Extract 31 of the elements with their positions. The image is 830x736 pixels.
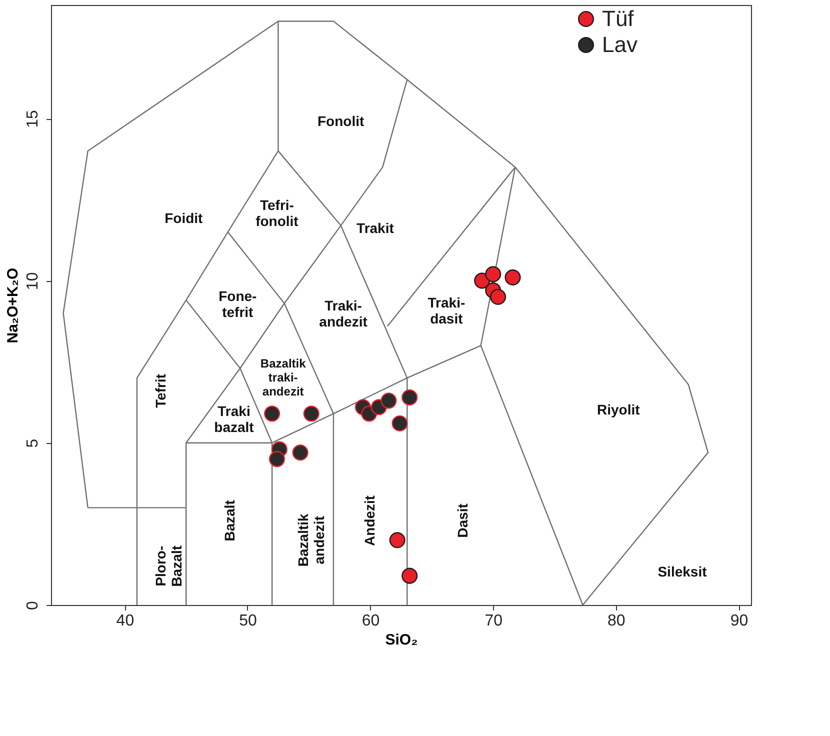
annotation: Tefrit [152,374,169,408]
annotation: Tefri- fonolit [256,197,299,230]
annotation: Traki- dasit [428,294,466,326]
annotation: Sileksit [658,564,708,580]
y-tick-label: 0 [24,600,42,610]
x-tick-label: 50 [239,612,257,630]
x-tick-label: 80 [608,612,626,630]
annotation: Ploro- Bazalt [152,545,185,587]
y-tick-label: 5 [24,438,42,448]
y-axis-title: Na₂O+K₂O [4,267,22,344]
legend-label: Lav [602,32,638,57]
annotation: Trakit [356,220,394,236]
legend-label: Tüf [602,6,635,31]
annotation: Andezit [361,495,378,546]
annotation: Bazalt [221,500,238,542]
annotation: Fonolit [317,112,364,129]
x-tick-label: 90 [730,612,748,630]
x-tick-label: 70 [484,612,503,630]
annotation: Traki bazalt [214,403,254,436]
y-tick-label: 10 [24,272,42,290]
annotation: Bazaltik andezit [294,513,327,567]
y-tick-label: 15 [24,110,42,128]
annotation: Bazaltik traki- andezit [260,356,306,398]
x-tick-label: 60 [362,612,380,630]
annotation: Dasit [454,503,471,538]
annotation: Fone- tefrit [218,288,258,320]
x-tick-label: 40 [116,612,134,630]
annotation: Traki- andezit [319,298,368,330]
annotation: Riyolit [596,401,640,418]
annotation: Foidit [164,210,204,226]
x-axis-title: SiO₂ [385,632,418,648]
